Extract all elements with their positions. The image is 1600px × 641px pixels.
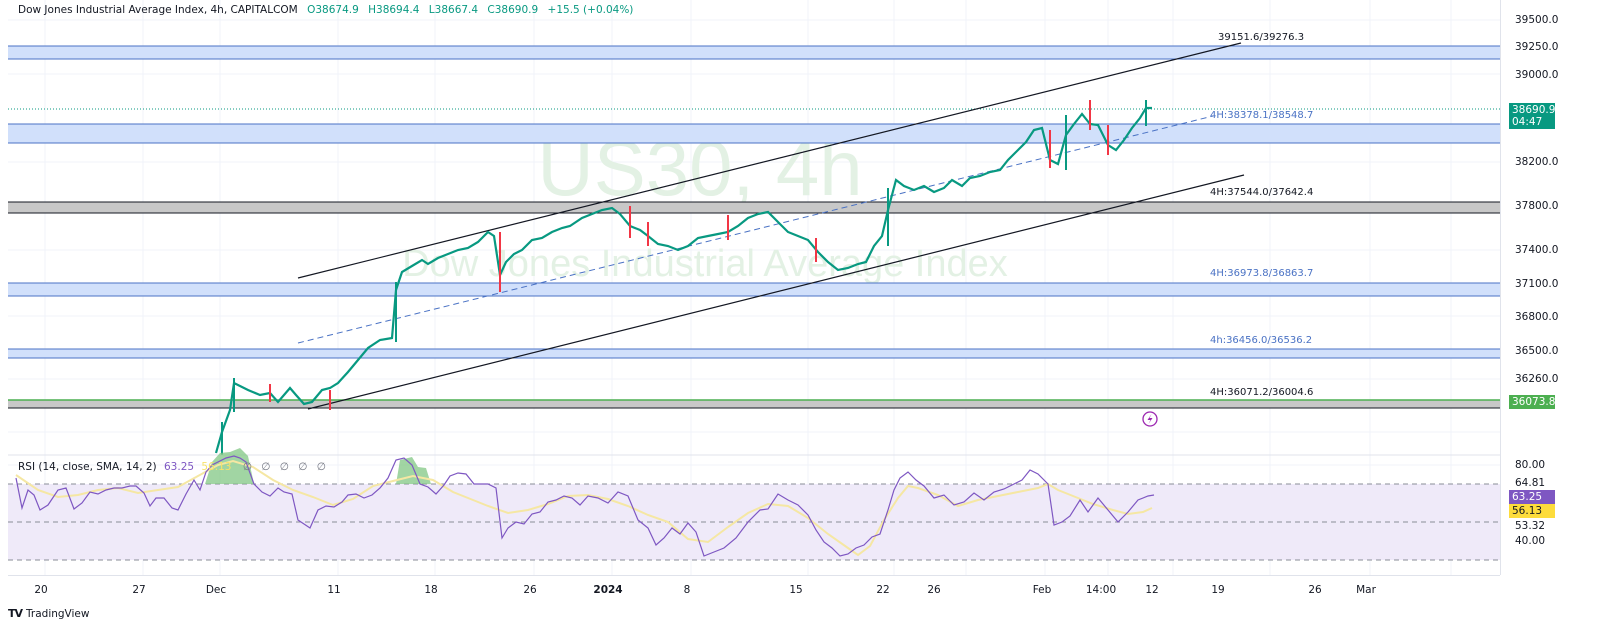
zone-label-36071: 4H:36071.2/36004.6 [1210, 387, 1314, 398]
price-tick: 38200.0 [1515, 156, 1559, 168]
time-tick: Dec [205, 584, 227, 596]
time-tick: 18 [424, 584, 438, 596]
watermark-description: Dow Jones Industrial Average Index [402, 243, 1008, 285]
tradingview-brand[interactable]: TV TradingView [8, 607, 89, 620]
price-tick: 37400.0 [1515, 244, 1559, 256]
zone-37544-37642[interactable] [8, 201, 1500, 214]
price-tick: 37100.0 [1515, 278, 1559, 290]
price-tick: 36260.0 [1515, 373, 1559, 385]
rsi-tick: 64.81 [1515, 477, 1546, 489]
time-tick: 12 [1145, 584, 1159, 596]
time-tick: 15 [789, 584, 803, 596]
rsi-tick: 80.00 [1515, 459, 1546, 471]
tradingview-logo-icon: TV [8, 607, 23, 620]
last-price: 38690.9 [1512, 104, 1556, 116]
price-tick: 39500.0 [1515, 14, 1559, 26]
time-tick: 26 [1308, 584, 1322, 596]
time-axis[interactable]: 20 27 Dec 11 18 26 2024 8 15 22 26 Feb 1… [8, 575, 1500, 600]
symbol-legend[interactable]: Dow Jones Industrial Average Index, 4h, … [18, 4, 633, 16]
time-tick: 26 [523, 584, 537, 596]
zone-label-36973: 4H:36973.8/36863.7 [1210, 268, 1314, 279]
rsi-empty-values: ∅ ∅ ∅ ∅ ∅ [242, 461, 329, 473]
time-tick: 14:00 [1085, 584, 1117, 596]
zone-label-37544: 4H:37544.0/37642.4 [1210, 187, 1314, 198]
rsi-legend[interactable]: RSI (14, close, SMA, 14, 2) 63.25 56.13 … [18, 461, 329, 473]
rsi-sma-value: 56.13 [201, 461, 232, 473]
rsi-value: 63.25 [164, 461, 195, 473]
change-value: +15.5 (+0.04%) [547, 4, 634, 16]
channel-upper-line[interactable] [297, 42, 1242, 279]
rsi-tick: 40.00 [1515, 535, 1546, 547]
rsi-title: RSI (14, close, SMA, 14, 2) [18, 461, 157, 473]
high-value: H38694.4 [368, 4, 420, 16]
zone-36004-36071[interactable] [8, 399, 1500, 409]
time-tick: 8 [683, 584, 691, 596]
symbol-description: Dow Jones Industrial Average Index, 4h, … [18, 4, 298, 16]
last-price-tag: 38690.9 04:47 [1509, 103, 1555, 129]
rsi-sma-tag: 56.13 [1509, 504, 1555, 518]
tradingview-name: TradingView [26, 607, 90, 620]
lightning-event-icon[interactable] [1142, 411, 1158, 427]
zone-36863-36973[interactable] [8, 282, 1500, 297]
time-tick: 19 [1211, 584, 1225, 596]
price-tick: 39000.0 [1515, 69, 1559, 81]
time-tick: Mar [1356, 584, 1376, 596]
time-tick: 22 [876, 584, 890, 596]
zone-label-38378: 4H:38378.1/38548.7 [1210, 110, 1314, 121]
open-value: O38674.9 [307, 4, 359, 16]
time-tick-year: 2024 [593, 584, 623, 596]
zone-39151-39276[interactable] [8, 45, 1500, 60]
zone-36456-36536[interactable] [8, 348, 1500, 359]
close-value: C38690.9 [487, 4, 539, 16]
zone-label-39151: 39151.6/39276.3 [1218, 32, 1305, 43]
time-tick: Feb [1032, 584, 1052, 596]
chart-frame: US30, 4h Dow Jones Industrial Average In… [8, 0, 1600, 600]
rsi-tick: 53.32 [1515, 520, 1546, 532]
bar-countdown: 04:47 [1512, 116, 1543, 128]
time-tick: 26 [927, 584, 941, 596]
price-tick: 37800.0 [1515, 200, 1559, 212]
low-value: L38667.4 [428, 4, 479, 16]
candlesticks [214, 100, 1152, 455]
time-tick: 27 [132, 584, 146, 596]
time-tick: 20 [34, 584, 48, 596]
price-chart-canvas[interactable]: US30, 4h Dow Jones Industrial Average In… [8, 0, 1508, 600]
rsi-pane [8, 448, 1500, 561]
price-axis[interactable]: 39500.0 39250.0 39000.0 38690.9 04:47 38… [1500, 0, 1600, 575]
zone-price-tag: 36073.8 [1509, 395, 1555, 409]
rsi-value-tag: 63.25 [1509, 490, 1555, 504]
time-tick: 11 [327, 584, 341, 596]
price-tick: 36500.0 [1515, 345, 1559, 357]
zone-label-36456: 4h:36456.0/36536.2 [1210, 335, 1313, 346]
price-tick: 36800.0 [1515, 311, 1559, 323]
zone-38378-38548[interactable] [8, 123, 1500, 144]
price-tick: 39250.0 [1515, 41, 1559, 53]
channel-lower-line[interactable] [307, 174, 1245, 410]
